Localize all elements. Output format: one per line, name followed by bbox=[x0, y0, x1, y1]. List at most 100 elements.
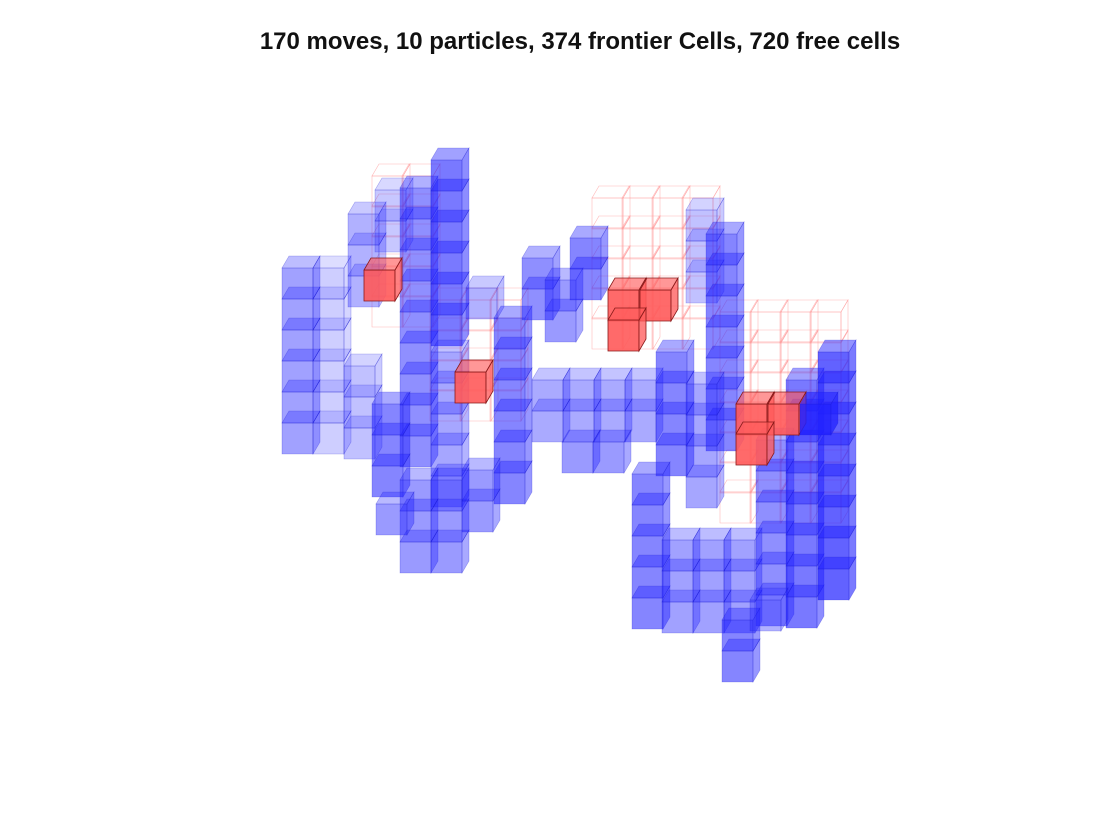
frontier-cell bbox=[461, 456, 501, 503]
particle-cell bbox=[607, 306, 647, 353]
free-cell bbox=[621, 214, 661, 261]
frontier-cell bbox=[399, 360, 439, 407]
frontier-cell bbox=[661, 557, 701, 604]
free-cell bbox=[651, 184, 691, 231]
frontier-cell bbox=[371, 390, 411, 437]
frontier-cell bbox=[312, 409, 352, 456]
frontier-cell bbox=[281, 347, 321, 394]
frontier-cell bbox=[371, 421, 411, 468]
frontier-cell bbox=[631, 584, 671, 631]
frontier-cell bbox=[430, 239, 470, 286]
frontier-cell bbox=[493, 428, 533, 475]
frontier-cell bbox=[430, 431, 470, 478]
frontier-cell bbox=[430, 462, 470, 509]
frontier-cell bbox=[561, 428, 601, 475]
frontier-cell bbox=[749, 586, 789, 633]
frontier-cell bbox=[655, 369, 695, 416]
frontier-cell bbox=[399, 497, 439, 544]
free-cell bbox=[651, 214, 691, 261]
frontier-cell bbox=[569, 224, 609, 271]
free-cell bbox=[749, 328, 789, 375]
frontier-cell bbox=[521, 275, 561, 322]
frontier-cell bbox=[430, 400, 470, 447]
frontier-cell bbox=[312, 378, 352, 425]
frontier-cell bbox=[685, 401, 725, 448]
frontier-cell bbox=[461, 487, 501, 534]
frontier-cell bbox=[312, 285, 352, 332]
frontier-cell bbox=[521, 244, 561, 291]
frontier-cell bbox=[430, 528, 470, 575]
free-cell bbox=[779, 328, 819, 375]
frontier-cell bbox=[562, 397, 602, 444]
frontier-cell bbox=[430, 301, 470, 348]
frontier-cell bbox=[493, 459, 533, 506]
free-cell bbox=[779, 298, 819, 345]
particle-cells-layer bbox=[363, 256, 839, 467]
frontier-cell bbox=[493, 397, 533, 444]
frontier-cell bbox=[531, 366, 571, 413]
frontier-cell bbox=[375, 490, 415, 537]
frontier-cell bbox=[705, 220, 745, 267]
frontier-cell bbox=[661, 526, 701, 573]
frontier-cell bbox=[281, 254, 321, 301]
frontier-cell bbox=[430, 497, 470, 544]
frontier-cell bbox=[544, 297, 584, 344]
frontier-cell bbox=[569, 255, 609, 302]
frontier-cell bbox=[399, 329, 439, 376]
frontier-cell bbox=[465, 274, 505, 321]
frontier-cell bbox=[692, 526, 732, 573]
frontier-cell bbox=[281, 285, 321, 332]
frontier-cell bbox=[692, 557, 732, 604]
frontier-cell bbox=[430, 208, 470, 255]
frontier-cell bbox=[685, 463, 725, 510]
free-cell bbox=[749, 298, 789, 345]
free-cell bbox=[621, 184, 661, 231]
frontier-cell bbox=[655, 431, 695, 478]
frontier-cell bbox=[343, 352, 383, 399]
frontier-cell bbox=[281, 409, 321, 456]
frontier-cell bbox=[493, 335, 533, 382]
frontier-cell bbox=[685, 432, 725, 479]
free-cell bbox=[719, 478, 759, 525]
frontier-cell bbox=[661, 588, 701, 635]
frontier-cell bbox=[281, 378, 321, 425]
frontier-cell bbox=[692, 588, 732, 635]
frontier-cell bbox=[399, 528, 439, 575]
frontier-cell bbox=[430, 466, 470, 513]
frontier-cell bbox=[593, 397, 633, 444]
frontier-cell bbox=[430, 146, 470, 193]
frontier-cell bbox=[631, 491, 671, 538]
frontier-cell bbox=[705, 282, 745, 329]
frontier-cell bbox=[430, 177, 470, 224]
frontier-cell bbox=[531, 397, 571, 444]
particle-cell bbox=[639, 276, 679, 323]
figure-title: 170 moves, 10 particles, 374 frontier Ce… bbox=[259, 28, 901, 55]
frontier-cell bbox=[685, 370, 725, 417]
frontier-cell bbox=[799, 390, 839, 437]
particle-cell bbox=[454, 358, 494, 405]
frontier-cell bbox=[721, 606, 761, 653]
frontier-cell bbox=[817, 555, 857, 602]
frontier-cell bbox=[399, 422, 439, 469]
frontier-cell bbox=[312, 254, 352, 301]
frontier-cell bbox=[817, 462, 857, 509]
frontier-cell bbox=[312, 347, 352, 394]
free-cell bbox=[809, 298, 849, 345]
frontier-cell bbox=[721, 637, 761, 684]
frontier-cell bbox=[631, 553, 671, 600]
free-cell bbox=[591, 184, 631, 231]
frontier-cell bbox=[347, 200, 387, 247]
particle-cell bbox=[363, 256, 403, 303]
frontier-cell bbox=[371, 452, 411, 499]
frontier-cell bbox=[705, 251, 745, 298]
frontier-cell bbox=[785, 490, 825, 537]
frontier-cell bbox=[817, 493, 857, 540]
frontier-cell bbox=[399, 466, 439, 513]
frontier-cell bbox=[631, 522, 671, 569]
frontier-cell bbox=[399, 391, 439, 438]
frontier-cell bbox=[312, 316, 352, 363]
frontier-cell bbox=[685, 196, 725, 243]
frontier-cells-layer bbox=[281, 146, 857, 684]
frontier-cell bbox=[705, 344, 745, 391]
